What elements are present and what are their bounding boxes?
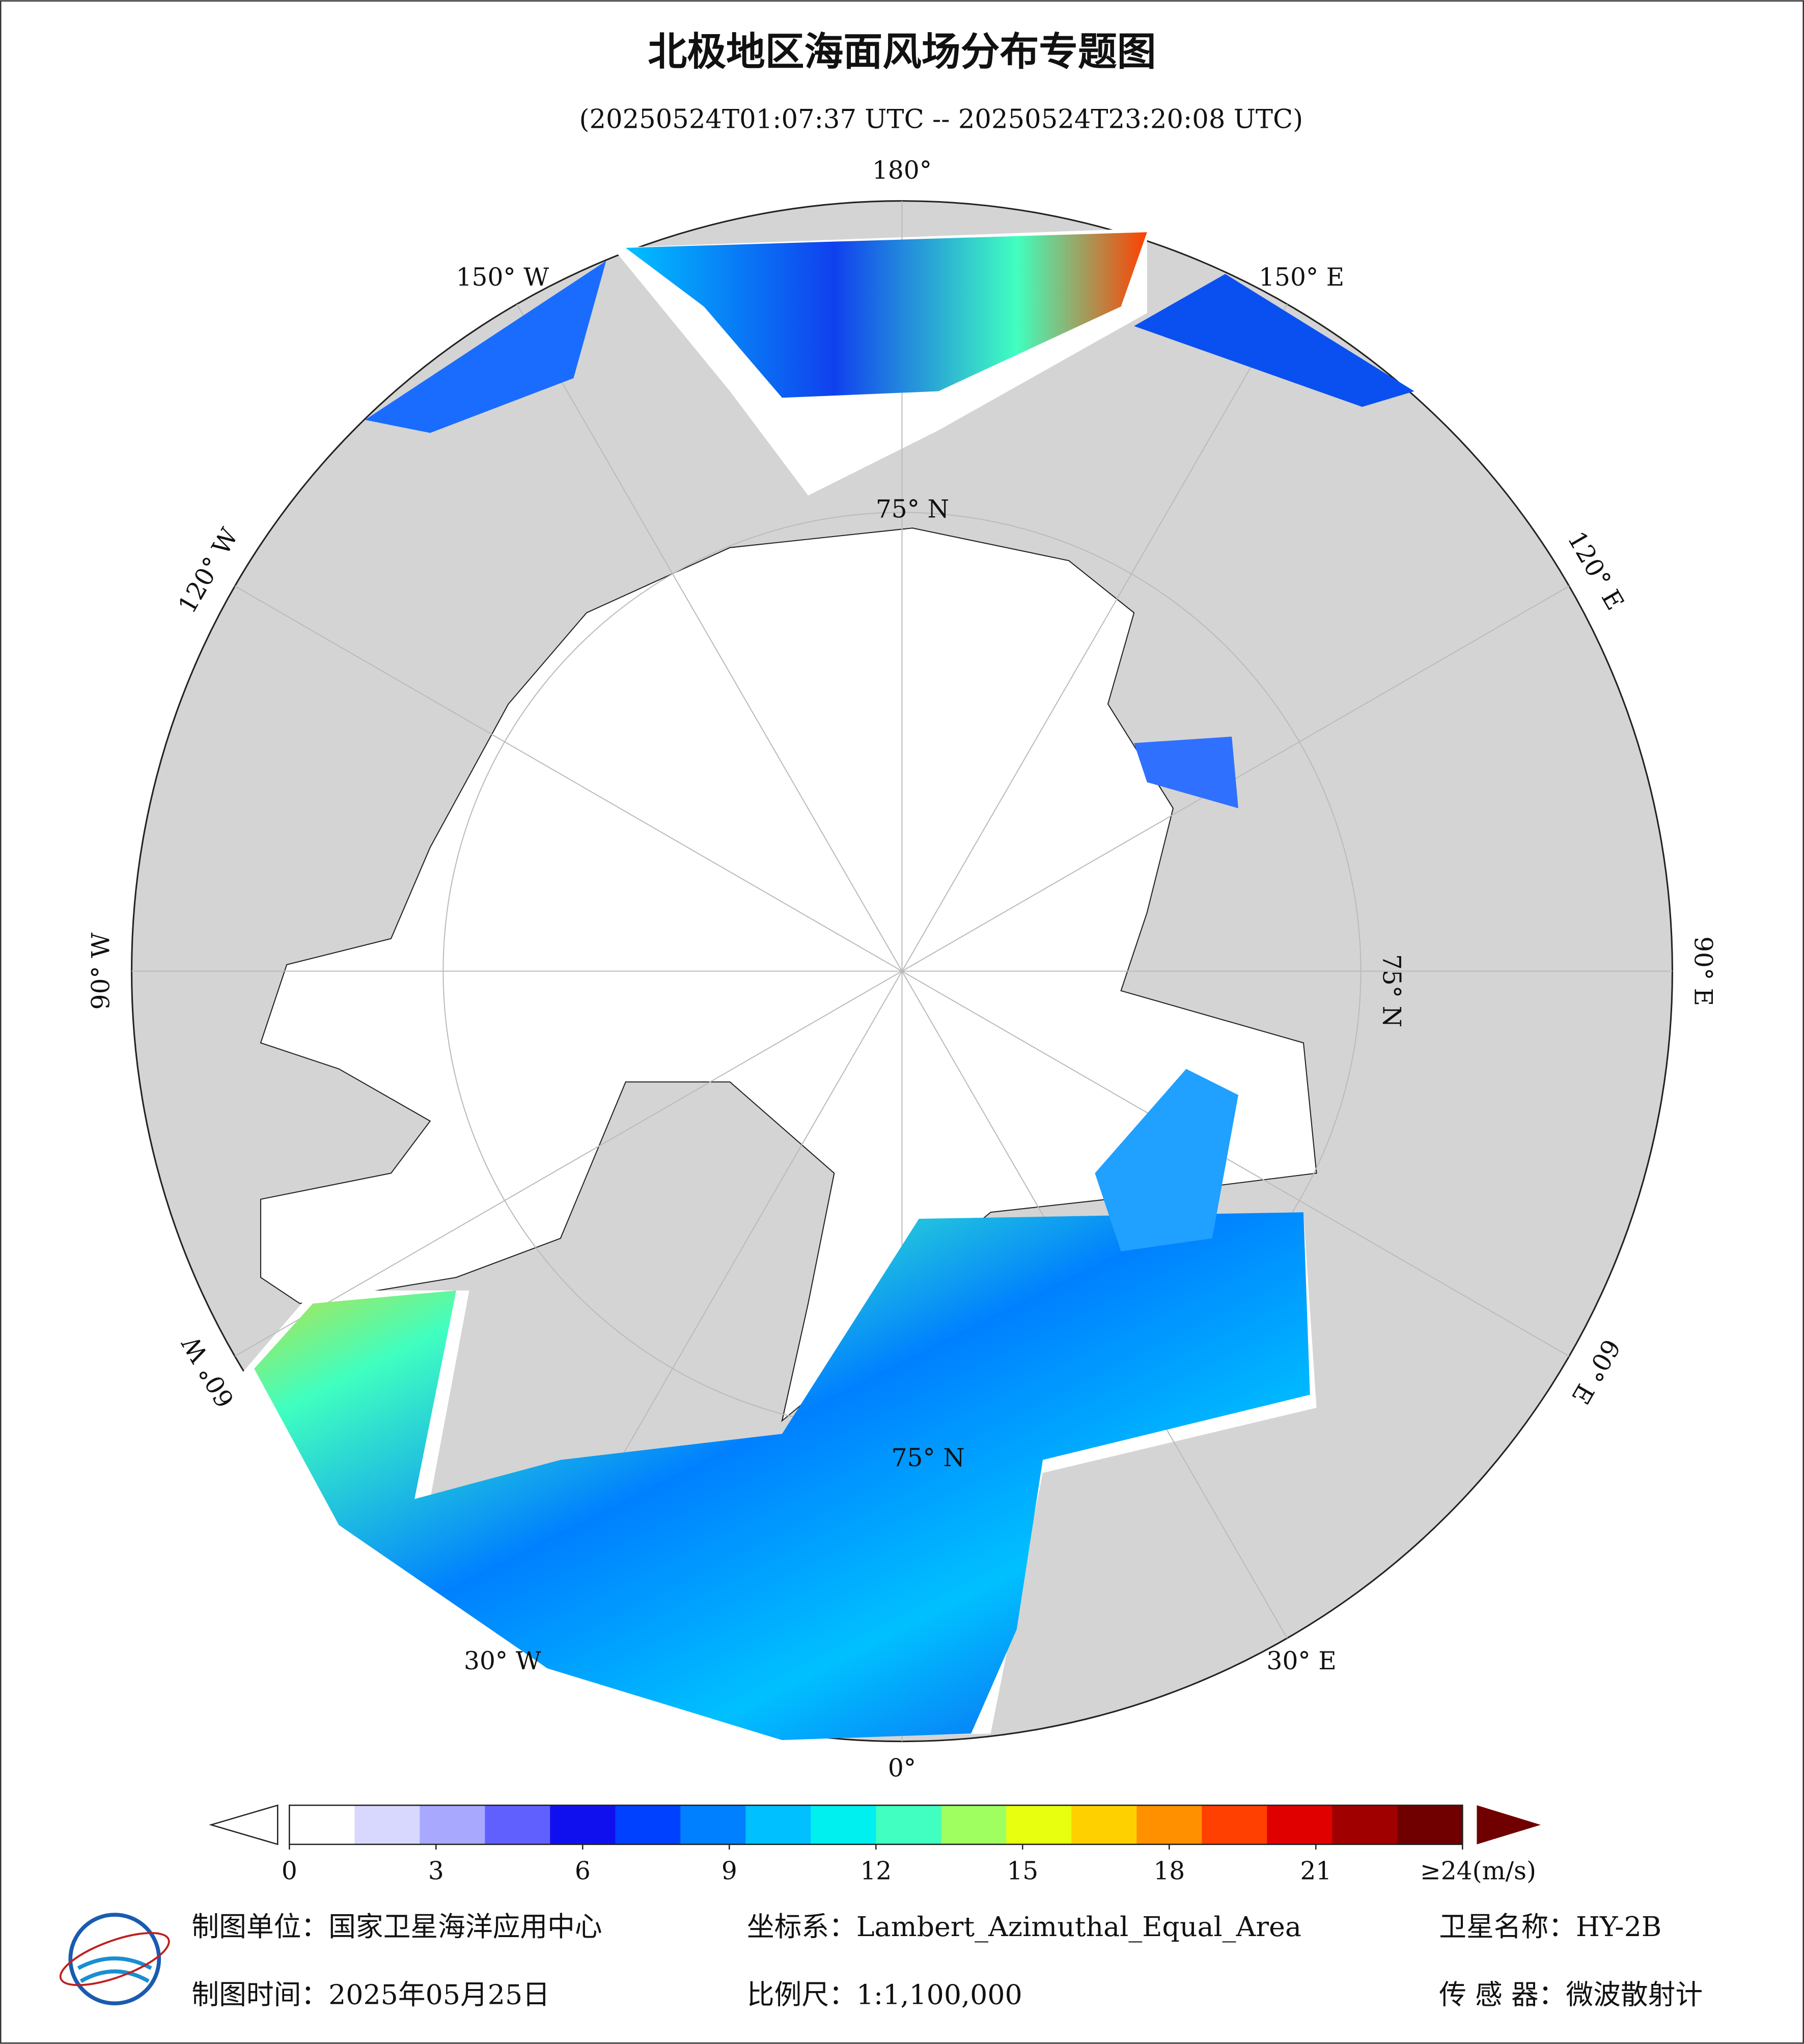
colorbar-swatch — [745, 1805, 812, 1844]
longitude-label: 0° — [888, 1754, 916, 1782]
colorbar-swatch — [420, 1805, 486, 1844]
colorbar-swatch — [485, 1805, 551, 1844]
footer-unit: 制图单位：国家卫星海洋应用中心 — [191, 1911, 602, 1943]
colorbar-tick-label: 3 — [428, 1857, 444, 1886]
logo — [59, 1913, 170, 2005]
meridian — [234, 585, 903, 972]
colorbar-swatch — [289, 1805, 355, 1844]
colorbar-tick-label: 12 — [860, 1857, 892, 1886]
meridian — [516, 303, 903, 972]
subtitle: (20250524T01:07:37 UTC -- 20250524T23:20… — [579, 104, 1303, 135]
wind-kara — [1095, 1069, 1238, 1252]
footer-satellite: 卫星名称：HY-2B — [1439, 1911, 1661, 1943]
colorbar-swatch — [680, 1805, 746, 1844]
colorbar-tick-label: 9 — [721, 1857, 737, 1886]
colorbar-tick-label: 0 — [282, 1857, 297, 1886]
longitude-label: 90° E — [1688, 936, 1717, 1006]
meridian — [901, 970, 1570, 1357]
latitude-label: 75° N — [1377, 954, 1405, 1027]
colorbar-tick-label: 6 — [575, 1857, 591, 1886]
wind-atlantic — [254, 1212, 1310, 1741]
footer-crs: 坐标系：Lambert_Azimuthal_Equal_Area — [747, 1911, 1301, 1943]
meridian — [234, 970, 903, 1357]
colorbar-swatch — [1136, 1805, 1203, 1844]
longitude-label: 150° E — [1259, 263, 1344, 292]
colorbar: 0 3 6 9 12 15 18 21 ≥24(m/s) — [209, 1804, 1541, 1886]
colorbar-tick-label: 15 — [1007, 1857, 1038, 1886]
colorbar-swatch — [354, 1805, 421, 1844]
colorbar-swatch — [615, 1805, 681, 1844]
title: 北极地区海面风场分布专题图 — [648, 29, 1156, 75]
colorbar-swatch — [1397, 1805, 1463, 1844]
wind-alaska — [365, 261, 606, 433]
longitude-label: 150° W — [456, 263, 549, 292]
colorbar-swatch — [550, 1805, 616, 1844]
longitude-label: 30° E — [1267, 1647, 1337, 1675]
colorbar-swatch — [941, 1805, 1007, 1844]
longitude-label: 90° W — [87, 933, 116, 1010]
colorbar-swatch — [876, 1805, 942, 1844]
colorbar-swatch — [1332, 1805, 1398, 1844]
colorbar-swatch — [1202, 1805, 1268, 1844]
colorbar-under — [209, 1804, 279, 1845]
colorbar-over — [1477, 1805, 1541, 1844]
footer-scale: 比例尺：1:1,100,000 — [747, 1978, 1022, 2010]
footer-date: 制图时间：2025年05月25日 — [191, 1978, 550, 2010]
footer-sensor: 传 感 器：微波散射计 — [1439, 1978, 1703, 2010]
colorbar-swatch — [811, 1805, 877, 1844]
wind-field — [254, 232, 1414, 1741]
longitude-label: 30° W — [464, 1647, 541, 1675]
wind-bering — [625, 232, 1147, 398]
colorbar-swatch — [1267, 1805, 1333, 1844]
longitude-label: 180° — [872, 156, 932, 185]
meridian — [901, 303, 1288, 972]
colorbar-tick-label: 21 — [1300, 1857, 1331, 1886]
wind-east-siberia — [1134, 274, 1414, 407]
latitude-label: 75° N — [892, 1444, 965, 1472]
colorbar-tick-label: 18 — [1153, 1857, 1185, 1886]
colorbar-swatch — [1071, 1805, 1137, 1844]
colorbar-swatch — [1006, 1805, 1072, 1844]
wind-laptev — [1134, 736, 1238, 808]
latitude-label: 75° N — [876, 495, 949, 523]
colorbar-tick-label: ≥24(m/s) — [1420, 1857, 1536, 1886]
arctic-ocean — [260, 527, 1317, 1422]
